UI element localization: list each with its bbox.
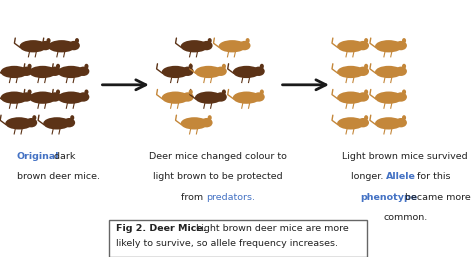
Ellipse shape bbox=[208, 38, 212, 43]
Ellipse shape bbox=[20, 92, 33, 102]
Text: from: from bbox=[181, 193, 206, 202]
Ellipse shape bbox=[402, 64, 406, 69]
Ellipse shape bbox=[189, 89, 193, 95]
Ellipse shape bbox=[48, 40, 75, 52]
Ellipse shape bbox=[77, 67, 90, 76]
Ellipse shape bbox=[68, 41, 80, 50]
Ellipse shape bbox=[260, 89, 264, 95]
Text: Original: Original bbox=[17, 152, 59, 161]
Ellipse shape bbox=[222, 64, 226, 69]
Text: common.: common. bbox=[383, 213, 428, 222]
Ellipse shape bbox=[201, 41, 213, 50]
Ellipse shape bbox=[395, 67, 407, 76]
Text: for this: for this bbox=[414, 172, 450, 181]
Ellipse shape bbox=[364, 38, 368, 43]
Ellipse shape bbox=[195, 91, 222, 104]
Ellipse shape bbox=[253, 92, 265, 102]
Ellipse shape bbox=[189, 64, 193, 69]
Ellipse shape bbox=[233, 91, 260, 104]
Ellipse shape bbox=[201, 118, 213, 127]
Text: likely to survive, so allele frequency increases.: likely to survive, so allele frequency i… bbox=[116, 239, 338, 248]
Ellipse shape bbox=[402, 115, 406, 120]
Ellipse shape bbox=[57, 66, 85, 78]
Text: dark: dark bbox=[51, 152, 75, 161]
Ellipse shape bbox=[0, 66, 28, 78]
Ellipse shape bbox=[364, 64, 368, 69]
Ellipse shape bbox=[260, 64, 264, 69]
Text: brown deer mice.: brown deer mice. bbox=[17, 172, 100, 181]
Ellipse shape bbox=[219, 40, 246, 52]
Ellipse shape bbox=[357, 118, 369, 127]
Ellipse shape bbox=[215, 92, 227, 102]
Ellipse shape bbox=[253, 67, 265, 76]
Text: Deer mice changed colour to: Deer mice changed colour to bbox=[149, 152, 287, 161]
Text: longer.: longer. bbox=[351, 172, 386, 181]
Ellipse shape bbox=[39, 41, 52, 50]
Ellipse shape bbox=[337, 66, 365, 78]
Ellipse shape bbox=[57, 91, 85, 104]
Ellipse shape bbox=[357, 92, 369, 102]
Ellipse shape bbox=[337, 40, 365, 52]
Ellipse shape bbox=[181, 117, 208, 130]
Ellipse shape bbox=[182, 92, 194, 102]
Ellipse shape bbox=[402, 38, 406, 43]
Text: predators.: predators. bbox=[206, 193, 255, 202]
Ellipse shape bbox=[238, 41, 251, 50]
Ellipse shape bbox=[5, 117, 33, 130]
Ellipse shape bbox=[375, 66, 402, 78]
Ellipse shape bbox=[375, 91, 402, 104]
Text: light brown to be protected: light brown to be protected bbox=[153, 172, 283, 181]
Ellipse shape bbox=[75, 38, 79, 43]
Ellipse shape bbox=[0, 91, 28, 104]
Ellipse shape bbox=[63, 118, 75, 127]
Ellipse shape bbox=[162, 66, 189, 78]
Ellipse shape bbox=[402, 89, 406, 95]
Ellipse shape bbox=[46, 38, 51, 43]
Ellipse shape bbox=[195, 66, 222, 78]
Text: Light brown deer mice are more: Light brown deer mice are more bbox=[193, 224, 349, 233]
Ellipse shape bbox=[56, 89, 60, 95]
Ellipse shape bbox=[208, 115, 212, 120]
Ellipse shape bbox=[182, 67, 194, 76]
Text: became more: became more bbox=[402, 193, 471, 202]
Ellipse shape bbox=[375, 40, 402, 52]
Ellipse shape bbox=[32, 115, 36, 120]
Text: phenotype: phenotype bbox=[360, 193, 418, 202]
Ellipse shape bbox=[84, 89, 89, 95]
Ellipse shape bbox=[181, 40, 208, 52]
Ellipse shape bbox=[19, 40, 47, 52]
Ellipse shape bbox=[375, 117, 402, 130]
Ellipse shape bbox=[364, 89, 368, 95]
Ellipse shape bbox=[395, 41, 407, 50]
Ellipse shape bbox=[246, 38, 250, 43]
Ellipse shape bbox=[29, 66, 56, 78]
Ellipse shape bbox=[357, 67, 369, 76]
Ellipse shape bbox=[20, 67, 33, 76]
Ellipse shape bbox=[364, 115, 368, 120]
Ellipse shape bbox=[337, 91, 365, 104]
Ellipse shape bbox=[233, 66, 260, 78]
Text: Light brown mice survived: Light brown mice survived bbox=[342, 152, 468, 161]
Ellipse shape bbox=[395, 118, 407, 127]
Ellipse shape bbox=[222, 89, 226, 95]
Text: Fig 2. Deer Mice.: Fig 2. Deer Mice. bbox=[116, 224, 207, 233]
Ellipse shape bbox=[162, 91, 189, 104]
Ellipse shape bbox=[77, 92, 90, 102]
Ellipse shape bbox=[27, 89, 32, 95]
Ellipse shape bbox=[357, 41, 369, 50]
Ellipse shape bbox=[49, 92, 61, 102]
FancyBboxPatch shape bbox=[109, 220, 367, 257]
Ellipse shape bbox=[49, 67, 61, 76]
Ellipse shape bbox=[84, 64, 89, 69]
Ellipse shape bbox=[215, 67, 227, 76]
Text: Allele: Allele bbox=[386, 172, 416, 181]
Ellipse shape bbox=[27, 64, 32, 69]
Ellipse shape bbox=[395, 92, 407, 102]
Ellipse shape bbox=[25, 118, 37, 127]
Ellipse shape bbox=[56, 64, 60, 69]
Ellipse shape bbox=[43, 117, 71, 130]
Ellipse shape bbox=[337, 117, 365, 130]
Ellipse shape bbox=[70, 115, 74, 120]
Ellipse shape bbox=[29, 91, 56, 104]
